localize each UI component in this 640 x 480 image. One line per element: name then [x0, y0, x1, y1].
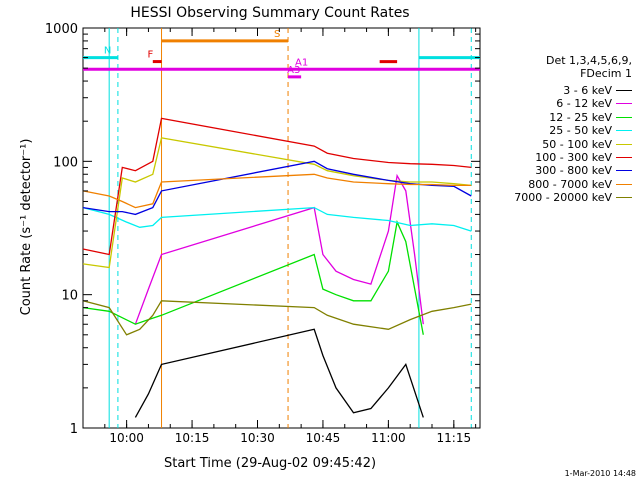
x-tick-label: 10:15: [175, 431, 210, 445]
y-tick-label: 100: [53, 155, 78, 170]
x-tick-label: 10:30: [240, 431, 275, 445]
legend-swatch: [616, 143, 632, 145]
series-line-5: [82, 117, 472, 256]
x-axis-label: Start Time (29-Aug-02 09:45:42): [164, 456, 376, 471]
x-tick-label: 10:45: [306, 431, 341, 445]
flag-label-S: S: [274, 29, 280, 40]
legend-swatch: [616, 103, 632, 105]
x-tick-label: 11:00: [371, 431, 406, 445]
y-axis: 1 10 100 1000: [45, 22, 480, 437]
flag-label-A1: A1: [295, 57, 308, 68]
legend-swatch: [616, 197, 632, 199]
legend-item-1: 6 - 12 keV: [556, 97, 632, 110]
y-tick-label: 1000: [45, 22, 78, 37]
legend-item-8: 7000 - 20000 keV: [514, 191, 632, 204]
legend-header-line-1: Det 1,3,4,5,6,9,: [545, 54, 632, 67]
x-tick-label: 11:15: [437, 431, 472, 445]
series-line-2: [82, 219, 424, 335]
legend-header-line-2: FDecim 1: [580, 67, 632, 80]
legend-item-3: 25 - 50 keV: [549, 124, 632, 137]
series-line-8: [82, 300, 472, 336]
legend-label: 6 - 12 keV: [556, 97, 612, 111]
plot-frame: [82, 27, 481, 429]
legend-label: 50 - 100 keV: [542, 137, 612, 151]
flag-label-F: F: [148, 50, 154, 61]
legend-label: 100 - 300 keV: [535, 151, 612, 164]
legend-label: 3 - 6 keV: [563, 84, 612, 97]
series-lines: [82, 117, 472, 418]
y-tick-label: 10: [61, 289, 78, 304]
legend-item-0: 3 - 6 keV: [563, 84, 632, 97]
series-line-4: [82, 137, 472, 269]
y-axis-label: Count Rate (s⁻¹ detector⁻¹): [19, 139, 34, 316]
legend-label: 800 - 7000 keV: [528, 177, 612, 191]
y-tick-label: 1: [70, 422, 78, 437]
legend-swatch: [616, 116, 632, 118]
series-line-1: [134, 173, 424, 325]
legend-label: 300 - 800 keV: [535, 164, 612, 178]
legend-label: 7000 - 20000 keV: [514, 191, 612, 205]
series-line-0: [134, 328, 424, 418]
legend-swatch: [616, 157, 632, 158]
vertical-markers: [108, 28, 472, 428]
legend-swatch: [616, 130, 632, 132]
flag-label-A3: A3: [287, 65, 300, 76]
legend-item-2: 12 - 25 keV: [549, 111, 632, 124]
legend-item-5: 100 - 300 keV: [535, 151, 632, 164]
footer-timestamp: 1-Mar-2010 14:48: [565, 469, 636, 478]
legend-swatch: [616, 183, 632, 185]
chart-title: HESSI Observing Summary Count Rates: [130, 5, 409, 21]
legend-item-7: 800 - 7000 keV: [528, 178, 632, 191]
legend-label: 12 - 25 keV: [549, 110, 612, 124]
legend-label: 25 - 50 keV: [549, 124, 612, 138]
x-axis: 10:00 10:15 10:30 10:45 11:00 11:15: [82, 28, 477, 445]
legend-swatch: [616, 90, 632, 91]
legend-item-4: 50 - 100 keV: [542, 138, 632, 151]
series-line-3: [82, 206, 472, 232]
x-tick-label: 10:00: [109, 431, 144, 445]
legend-item-6: 300 - 800 keV: [535, 164, 632, 177]
legend-swatch: [616, 170, 632, 172]
series-line-7: [82, 173, 472, 209]
flag-label-N: N: [104, 46, 111, 57]
